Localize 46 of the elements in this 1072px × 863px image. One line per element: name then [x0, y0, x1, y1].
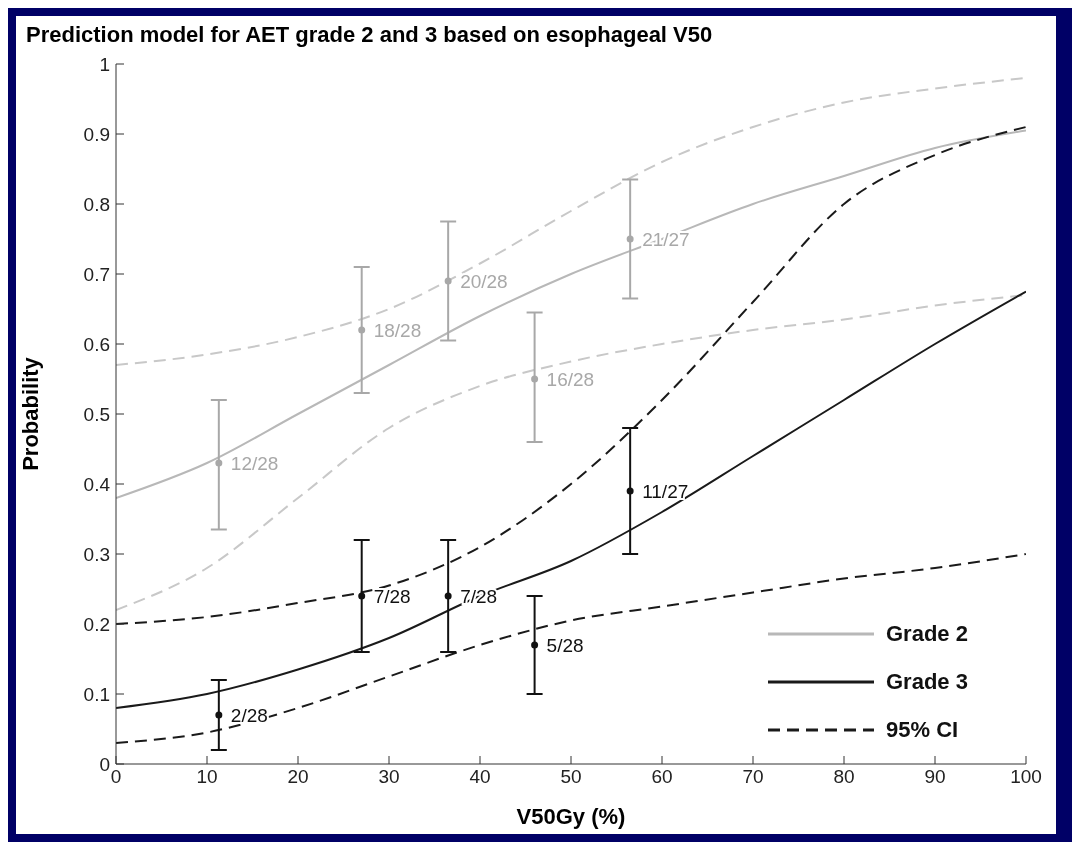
point — [626, 487, 634, 495]
x-tick-label: 30 — [378, 766, 400, 788]
point — [358, 326, 366, 334]
point — [444, 592, 452, 600]
data-label: 20/28 — [460, 271, 508, 292]
x-tick-label: 60 — [651, 766, 673, 788]
y-tick-label: 0.4 — [83, 473, 111, 495]
x-tick-label: 50 — [560, 766, 582, 788]
point — [531, 641, 539, 649]
data-label: 12/28 — [230, 453, 279, 474]
data-label: 18/28 — [373, 320, 422, 341]
chart-title: Prediction model for AET grade 2 and 3 based on esophageal V50 — [25, 21, 714, 49]
point — [531, 375, 539, 383]
point — [626, 235, 634, 243]
x-tick-label: 90 — [924, 766, 946, 788]
y-tick-label: 0.8 — [83, 193, 110, 215]
y-tick-label: 0.7 — [83, 263, 110, 285]
legend-label: Grade 2 — [886, 621, 968, 647]
data-label: 2/28 — [230, 705, 268, 726]
data-label: 7/28 — [373, 586, 411, 607]
data-label: 16/28 — [546, 369, 595, 390]
x-tick-label: 80 — [833, 766, 855, 788]
point — [358, 592, 366, 600]
x-tick-label: 40 — [469, 766, 491, 788]
y-axis-title: Probability — [17, 356, 43, 471]
y-tick-label: 0.2 — [83, 613, 110, 635]
y-tick-label: 1 — [99, 53, 110, 75]
y-tick-label: 0.3 — [83, 543, 110, 565]
point — [444, 277, 452, 285]
point — [215, 459, 223, 467]
y-tick-label: 0.6 — [83, 333, 110, 355]
legend-label: 95% CI — [886, 717, 959, 743]
data-label: 11/27 — [642, 481, 689, 502]
y-tick-label: 0.9 — [83, 123, 110, 145]
line-series — [116, 77, 1026, 366]
data-label: 5/28 — [546, 635, 584, 656]
y-tick-label: 0.1 — [83, 683, 110, 705]
point — [215, 711, 223, 719]
legend-label: Grade 3 — [886, 669, 968, 695]
y-tick-label: 0.5 — [83, 403, 110, 425]
x-tick-label: 20 — [287, 766, 309, 788]
line-series — [116, 129, 1026, 499]
x-tick-label: 10 — [196, 766, 218, 788]
x-tick-label: 70 — [742, 766, 764, 788]
x-axis-title: V50Gy (%) — [516, 804, 626, 829]
x-tick-label: 100 — [1010, 766, 1042, 788]
